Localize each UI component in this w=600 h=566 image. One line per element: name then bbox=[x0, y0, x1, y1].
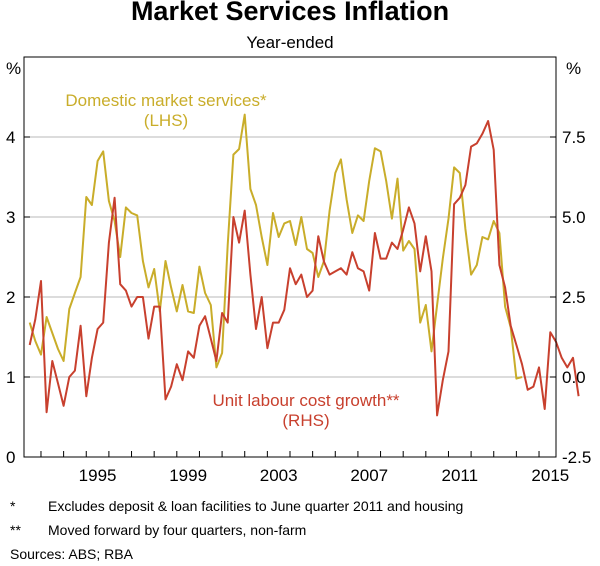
y-left-tick-label: 1 bbox=[6, 368, 15, 387]
chart-subtitle: Year-ended bbox=[246, 33, 333, 52]
y-left-tick-label: 2 bbox=[6, 288, 15, 307]
footnote-1: * Excludes deposit & loan facilities to J… bbox=[10, 498, 463, 514]
labour-series-axis-label: (RHS) bbox=[282, 411, 329, 430]
y-left-unit: % bbox=[6, 59, 21, 78]
x-tick-label: 2007 bbox=[350, 466, 388, 485]
x-tick-label: 1999 bbox=[169, 466, 207, 485]
x-tick-label: 2011 bbox=[442, 466, 479, 485]
labour-series-label: Unit labour cost growth** bbox=[212, 391, 399, 410]
y-left-tick-label: 3 bbox=[6, 208, 15, 227]
domestic-series-axis-label: (LHS) bbox=[144, 111, 188, 130]
footnote-1-text: Excludes deposit & loan facilities to Ju… bbox=[48, 498, 464, 514]
footnote-2-text: Moved forward by four quarters, non-farm bbox=[48, 522, 307, 538]
unit-labour-cost-line bbox=[28, 120, 580, 417]
y-left-tick-label: 4 bbox=[6, 128, 15, 147]
y-right-unit: % bbox=[566, 59, 581, 78]
sources: Sources: ABS; RBA bbox=[10, 546, 133, 562]
footnote-2: ** Moved forward by four quarters, non-fa… bbox=[10, 522, 306, 538]
x-tick-label: 2015 bbox=[531, 466, 569, 485]
footnote-1-marker: * bbox=[10, 498, 16, 514]
x-tick-label: 1995 bbox=[79, 466, 117, 485]
domestic-market-services-line bbox=[28, 113, 523, 380]
y-left-tick-label: 0 bbox=[6, 448, 15, 467]
series-lines bbox=[28, 113, 580, 417]
y-right-tick-label: 5.0 bbox=[562, 208, 586, 227]
x-tick-label: 2003 bbox=[260, 466, 298, 485]
domestic-series-label: Domestic market services* bbox=[65, 91, 267, 110]
y-right-tick-label: 0.0 bbox=[562, 368, 586, 387]
chart-title: Market Services Inflation bbox=[131, 0, 449, 26]
gridlines bbox=[24, 136, 556, 378]
y-right-tick-label: 2.5 bbox=[562, 288, 586, 307]
y-right-tick-label: 7.5 bbox=[562, 128, 586, 147]
ticks: 0 1 2 3 4 -2.5 0.0 2.5 5.0 7.5 1995 1999 2003 2007 201… bbox=[6, 128, 591, 485]
y-right-tick-label: -2.5 bbox=[562, 448, 591, 467]
footnote-2-marker: ** bbox=[10, 522, 21, 538]
